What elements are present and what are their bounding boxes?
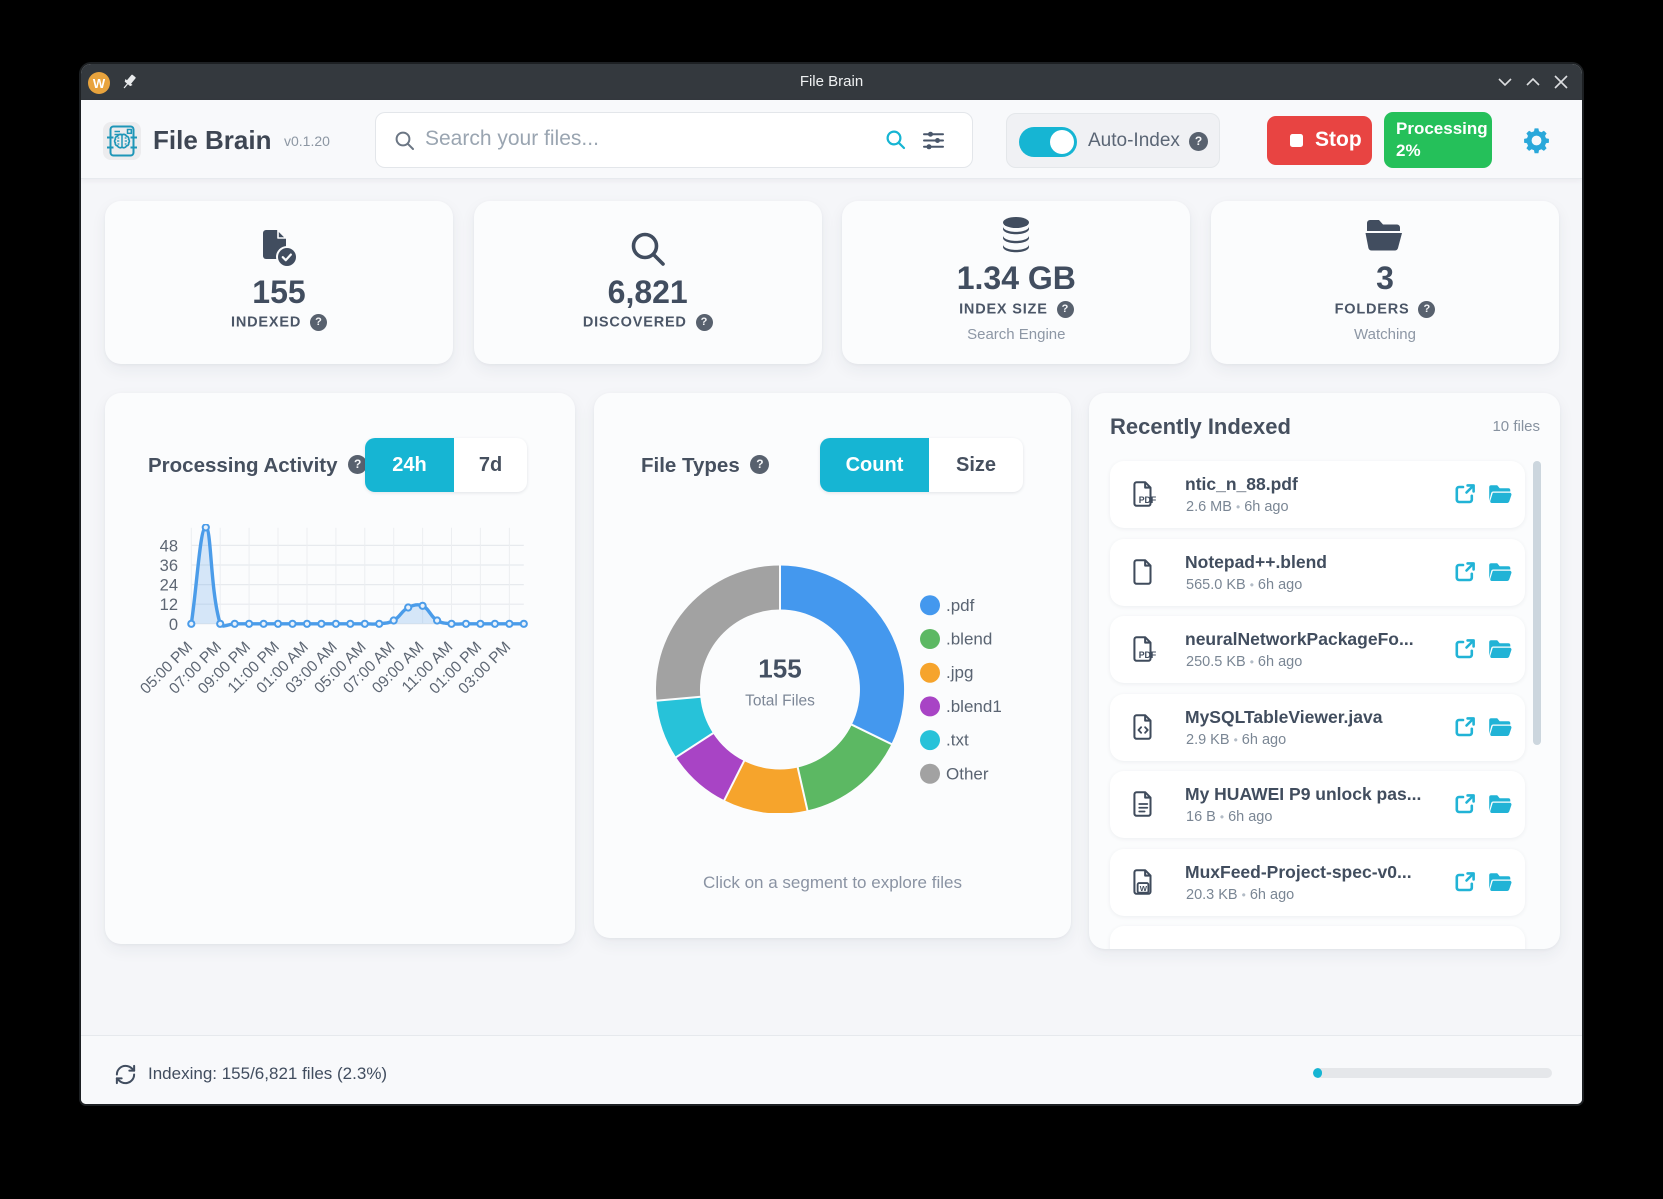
svg-text:.txt: .txt [946,731,969,750]
svg-text:Total Files: Total Files [745,693,815,710]
svg-text:.blend1: .blend1 [946,697,1002,716]
svg-text:Other: Other [946,764,989,783]
svg-text:0: 0 [169,616,178,634]
svg-text:36: 36 [160,557,178,575]
svg-text:PDF: PDF [1139,495,1157,505]
svg-text:.jpg: .jpg [946,663,973,682]
svg-text:.pdf: .pdf [946,596,975,615]
svg-text:48: 48 [160,537,178,555]
svg-text:155: 155 [758,654,801,684]
svg-text:12: 12 [160,596,178,614]
svg-text:W: W [1140,884,1148,893]
svg-text:PDF: PDF [1139,650,1157,660]
svg-text:24: 24 [160,577,178,595]
svg-text:.blend: .blend [946,630,992,649]
